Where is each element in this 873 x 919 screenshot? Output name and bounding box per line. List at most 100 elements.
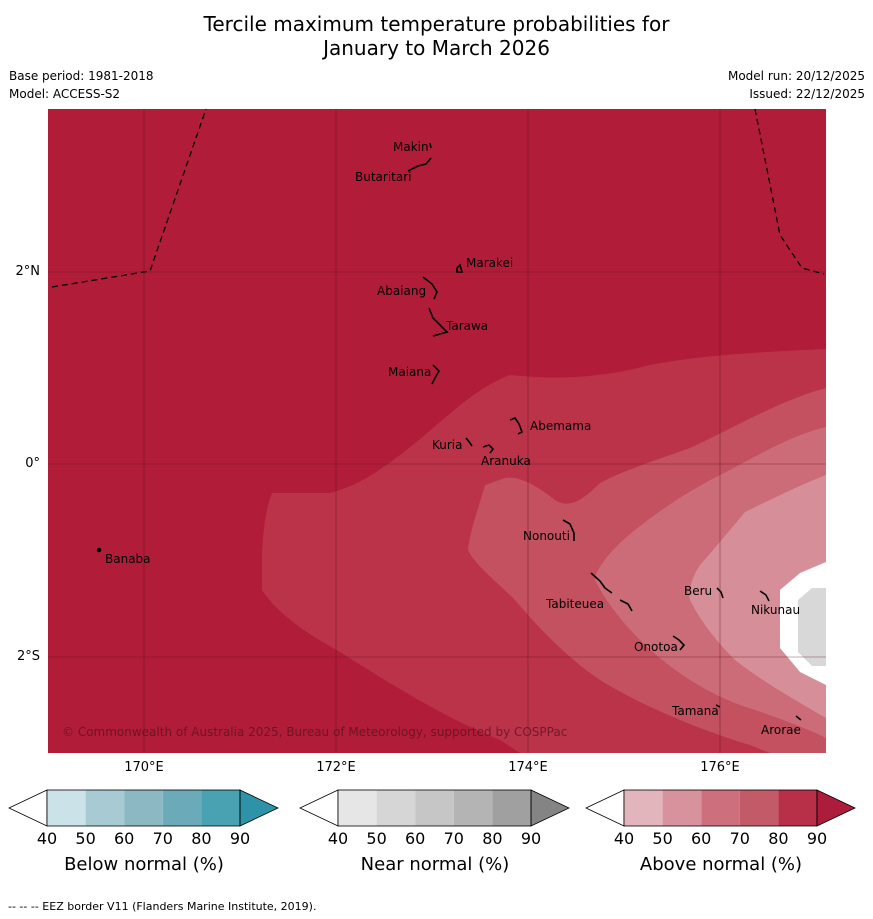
island-tabiteuea [590, 572, 633, 612]
island-labels: Makin Butaritari Marakei Abaiang Tarawa … [105, 140, 801, 737]
label-beru: Beru [684, 584, 712, 598]
model-name: Model: ACCESS-S2 [9, 87, 121, 101]
colorbar-below-tick: 60 [114, 829, 135, 848]
lat-label-0: 0° [25, 456, 40, 471]
island-beru [716, 587, 724, 599]
colorbar-above-segment [778, 790, 817, 826]
eez-footnote: -- -- -- EEZ border V11 (Flanders Marine… [8, 900, 317, 913]
copyright-notice: © Commonwealth of Australia 2025, Bureau… [62, 725, 567, 739]
issued-date: Issued: 22/12/2025 [749, 87, 865, 101]
lat-label-2s: 2°S [16, 649, 40, 664]
label-makin: Makin [393, 140, 429, 154]
colorbar-above-segment [701, 790, 740, 826]
island-marakei [456, 263, 464, 273]
colorbar-below-segment [85, 790, 125, 826]
colorbar-below-min-arrow [8, 789, 48, 827]
label-arorae: Arorae [761, 723, 801, 737]
label-nonouti: Nonouti [523, 529, 570, 543]
lon-label-172: 172°E [316, 760, 356, 775]
colorbar-near-tick: 90 [520, 829, 542, 848]
eez-border-east [754, 108, 825, 275]
label-banaba: Banaba [105, 552, 151, 566]
colorbar-near-segment [453, 790, 493, 826]
colorbar-near-tick: 40 [327, 829, 349, 848]
colorbar-near-segment [415, 790, 454, 826]
label-abemama: Abemama [530, 419, 591, 433]
colorbar-below-segment [201, 790, 240, 826]
island-arorae [795, 715, 802, 721]
eez-border-west [51, 108, 207, 288]
colorbar-below-max-arrow [239, 789, 279, 827]
colorbar-below-tick: 80 [191, 829, 212, 848]
label-tamana: Tamana [671, 704, 719, 718]
colorbar-near-tick: 60 [405, 829, 426, 848]
island-outlines [96, 142, 802, 721]
label-nikunau: Nikunau [751, 603, 800, 617]
colorbar-below-title: Below normal (%) [64, 854, 224, 875]
base-period: Base period: 1981-2018 [9, 69, 154, 83]
colorbar-below-segment [47, 790, 86, 826]
colorbar-near-tick: 80 [482, 829, 503, 848]
island-maiana [431, 364, 440, 385]
colorbar-above-segment [662, 790, 702, 826]
island-makin [429, 142, 432, 149]
island-onotoa [672, 635, 686, 651]
colorbar-above [585, 789, 856, 827]
colorbar-above-tick: 80 [768, 829, 789, 848]
label-tabiteuea: Tabiteuea [545, 597, 604, 611]
island-abaiang [422, 276, 438, 300]
colorbar-above-tick: 70 [729, 829, 750, 848]
meta-right: Model run: 20/12/2025 Issued: 22/12/2025 [728, 67, 865, 103]
label-abaiang: Abaiang [377, 284, 426, 298]
eez-borders [51, 108, 825, 288]
title-line-1: Tercile maximum temperature probabilitie… [203, 12, 670, 36]
colorbar-above-segment [739, 790, 779, 826]
colorbar-below-tick: 50 [75, 829, 96, 848]
grid-lines [48, 109, 826, 753]
title-line-2: January to March 2026 [323, 36, 550, 60]
label-onotoa: Onotoa [634, 640, 678, 654]
lat-label-2n: 2°N [15, 264, 41, 279]
lon-label-174: 174°E [508, 760, 548, 775]
colorbar-near-min-arrow [299, 789, 339, 827]
island-tamana [715, 704, 721, 708]
colorbar-below-segment [124, 790, 163, 826]
colorbar-near [299, 789, 570, 827]
colorbar-above-segment [624, 790, 663, 826]
colorbar-near-segment [376, 790, 416, 826]
colorbar-near-max-arrow [530, 789, 570, 827]
zone-near [798, 588, 826, 666]
label-tarawa: Tarawa [445, 319, 488, 333]
label-aranuka: Aranuka [481, 454, 531, 468]
colorbar-near-tick: 70 [443, 829, 464, 848]
colorbar-above-max-arrow [816, 789, 856, 827]
colorbar-near-outline [337, 789, 532, 827]
colorbar-below-tick: 70 [152, 829, 173, 848]
colorbar-near-tick: 50 [366, 829, 387, 848]
colorbar-near-segment [338, 790, 377, 826]
lon-label-176: 176°E [700, 760, 740, 775]
lon-label-170: 170°E [124, 760, 164, 775]
island-banaba [96, 547, 102, 553]
island-nikunau [759, 590, 770, 602]
colorbar-below-segment [162, 790, 202, 826]
island-abemama [509, 417, 524, 435]
colorbar-above-title: Above normal (%) [639, 854, 803, 875]
colorbar-below-tick: 90 [229, 829, 251, 848]
colorbar-above-tick: 60 [691, 829, 712, 848]
island-nonouti [562, 519, 575, 541]
colorbar-above-tick: 40 [613, 829, 635, 848]
island-butaritari [407, 157, 432, 172]
colorbar-near-segment [492, 790, 531, 826]
island-kuria [465, 437, 473, 447]
colorbar-below-tick: 40 [36, 829, 58, 848]
colorbar-above-outline [623, 789, 818, 827]
label-maiana: Maiana [388, 365, 431, 379]
label-butaritari: Butaritari [355, 170, 412, 184]
colorbar-below-outline [46, 789, 241, 827]
model-run: Model run: 20/12/2025 [727, 69, 865, 83]
colorbar-below [8, 789, 279, 827]
colorbar-above-tick: 90 [806, 829, 828, 848]
map-title: Tercile maximum temperature probabilitie… [0, 12, 873, 60]
